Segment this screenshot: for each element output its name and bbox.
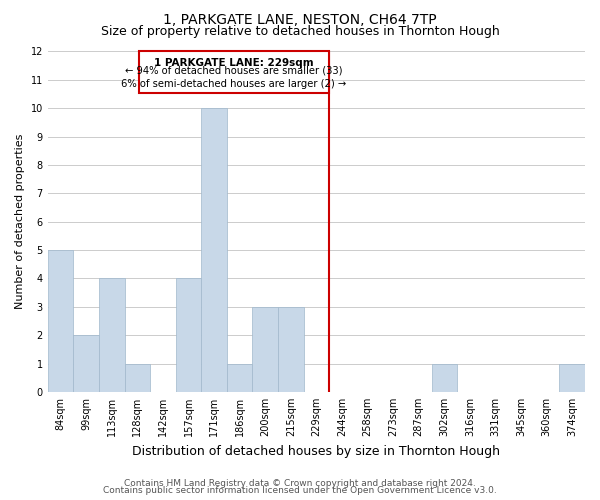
- Bar: [253, 307, 278, 392]
- Bar: [201, 108, 227, 392]
- Bar: [559, 364, 585, 392]
- Text: 1, PARKGATE LANE, NESTON, CH64 7TP: 1, PARKGATE LANE, NESTON, CH64 7TP: [163, 12, 437, 26]
- Text: Contains HM Land Registry data © Crown copyright and database right 2024.: Contains HM Land Registry data © Crown c…: [124, 478, 476, 488]
- X-axis label: Distribution of detached houses by size in Thornton Hough: Distribution of detached houses by size …: [133, 444, 500, 458]
- FancyBboxPatch shape: [139, 52, 329, 92]
- Y-axis label: Number of detached properties: Number of detached properties: [15, 134, 25, 310]
- Text: ← 94% of detached houses are smaller (33): ← 94% of detached houses are smaller (33…: [125, 65, 343, 75]
- Text: Size of property relative to detached houses in Thornton Hough: Size of property relative to detached ho…: [101, 25, 499, 38]
- Bar: [176, 278, 201, 392]
- Bar: [48, 250, 73, 392]
- Text: 1 PARKGATE LANE: 229sqm: 1 PARKGATE LANE: 229sqm: [154, 58, 314, 68]
- Bar: [99, 278, 125, 392]
- Text: 6% of semi-detached houses are larger (2) →: 6% of semi-detached houses are larger (2…: [121, 80, 347, 90]
- Text: Contains public sector information licensed under the Open Government Licence v3: Contains public sector information licen…: [103, 486, 497, 495]
- Bar: [278, 307, 304, 392]
- Bar: [125, 364, 150, 392]
- Bar: [431, 364, 457, 392]
- Bar: [73, 335, 99, 392]
- Bar: [227, 364, 253, 392]
